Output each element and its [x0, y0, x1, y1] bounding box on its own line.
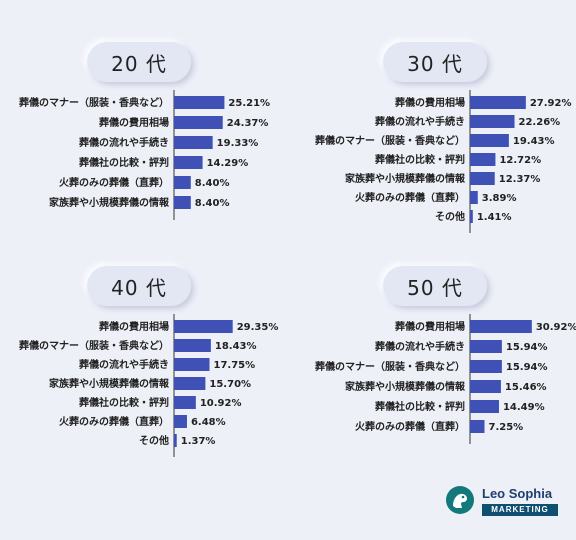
category-label-40s-3: 家族葬や小規模葬儀の情報	[49, 377, 170, 390]
value-label-40s-2: 17.75%	[214, 360, 256, 371]
value-label-30s-0: 27.92%	[530, 98, 572, 109]
category-label-40s-1: 葬儀のマナー（服装・香典など）	[19, 339, 169, 352]
category-label-30s-0: 葬儀の費用相場	[395, 96, 465, 109]
chart-title-40s: 40 代	[87, 266, 191, 306]
bar-50s-5	[470, 420, 485, 433]
category-label-40s-0: 葬儀の費用相場	[99, 320, 169, 333]
category-label-20s-1: 葬儀の費用相場	[99, 116, 169, 129]
category-label-40s-5: 火葬のみの葬儀（直葬）	[59, 415, 169, 428]
chart-title-20s: 20 代	[87, 42, 191, 82]
bar-30s-5	[470, 191, 478, 204]
category-label-50s-4: 葬儀社の比較・評判	[375, 400, 465, 413]
category-label-20s-5: 家族葬や小規模葬儀の情報	[49, 196, 170, 209]
value-label-40s-1: 18.43%	[215, 341, 257, 352]
bar-20s-5	[174, 196, 191, 209]
bar-30s-1	[470, 115, 515, 128]
bar-50s-3	[470, 380, 501, 393]
bar-50s-1	[470, 340, 502, 353]
bar-20s-4	[174, 176, 191, 189]
value-label-30s-6: 1.41%	[477, 212, 512, 223]
category-label-30s-6: その他	[435, 210, 465, 223]
value-label-50s-3: 15.46%	[505, 382, 547, 393]
value-label-20s-0: 25.21%	[228, 98, 270, 109]
value-label-40s-5: 6.48%	[191, 417, 226, 428]
bar-30s-6	[470, 210, 473, 223]
value-label-30s-1: 22.26%	[519, 117, 561, 128]
bar-40s-6	[174, 434, 177, 447]
category-label-50s-3: 家族葬や小規模葬儀の情報	[345, 380, 466, 393]
bar-20s-1	[174, 116, 223, 129]
category-label-20s-0: 葬儀のマナー（服装・香典など）	[19, 96, 169, 109]
value-label-40s-6: 1.37%	[181, 436, 216, 447]
bar-50s-2	[470, 360, 502, 373]
category-label-50s-5: 火葬のみの葬儀（直葬）	[355, 420, 465, 433]
category-label-30s-2: 葬儀のマナー（服装・香典など）	[315, 134, 465, 147]
chart-panel-20s: 20 代 葬儀のマナー（服装・香典など） 25.21% 葬儀の費用相場 24.37% 葬…	[4, 42, 274, 277]
category-label-50s-2: 葬儀のマナー（服装・香典など）	[315, 360, 465, 373]
value-label-50s-4: 14.49%	[503, 402, 545, 413]
bar-40s-4	[174, 396, 196, 409]
chart-panel-40s: 40 代 葬儀の費用相場 29.35% 葬儀のマナー（服装・香典など） 18.43% 葬…	[4, 266, 278, 501]
bar-20s-3	[174, 156, 203, 169]
leo-sophia-logo: Leo Sophia MARKETING	[446, 486, 558, 520]
bar-chart-50s: 葬儀の費用相場 30.92% 葬儀の流れや手続き 15.94% 葬儀のマナー（服装・香典…	[315, 314, 576, 444]
bar-chart-40s: 葬儀の費用相場 29.35% 葬儀のマナー（服装・香典など） 18.43% 葬儀の流れや…	[19, 314, 278, 457]
category-label-50s-1: 葬儀の流れや手続き	[375, 340, 465, 353]
value-label-40s-3: 15.70%	[209, 379, 251, 390]
bar-chart-30s: 葬儀の費用相場 27.92% 葬儀の流れや手続き 22.26% 葬儀のマナー（服装・香典…	[315, 90, 572, 233]
bar-30s-0	[470, 96, 526, 109]
leo-sophia-logo-icon	[446, 486, 474, 514]
value-label-40s-0: 29.35%	[237, 322, 279, 333]
bar-40s-5	[174, 415, 187, 428]
value-label-20s-5: 8.40%	[195, 198, 230, 209]
value-label-30s-5: 3.89%	[482, 193, 517, 204]
category-label-40s-2: 葬儀の流れや手続き	[79, 358, 169, 371]
value-label-50s-2: 15.94%	[506, 362, 548, 373]
value-label-50s-1: 15.94%	[506, 342, 548, 353]
bar-40s-1	[174, 339, 211, 352]
value-label-20s-2: 19.33%	[217, 138, 259, 149]
value-label-30s-2: 19.43%	[513, 136, 555, 147]
value-label-30s-4: 12.37%	[499, 174, 541, 185]
chart-title-50s: 50 代	[383, 266, 487, 306]
chart-panel-50s: 50 代 葬儀の費用相場 30.92% 葬儀の流れや手続き 15.94% 葬儀のマナー（…	[300, 266, 576, 501]
bar-40s-2	[174, 358, 210, 371]
chart-title-30s: 30 代	[383, 42, 487, 82]
bar-50s-0	[470, 320, 532, 333]
category-label-20s-2: 葬儀の流れや手続き	[79, 136, 169, 149]
bar-30s-2	[470, 134, 509, 147]
brand-name: Leo Sophia	[482, 486, 553, 501]
value-label-30s-3: 12.72%	[499, 155, 541, 166]
category-label-30s-1: 葬儀の流れや手続き	[375, 115, 465, 128]
category-label-50s-0: 葬儀の費用相場	[395, 320, 465, 333]
value-label-50s-5: 7.25%	[489, 422, 524, 433]
bar-50s-4	[470, 400, 499, 413]
category-label-20s-3: 葬儀社の比較・評判	[79, 156, 169, 169]
value-label-50s-0: 30.92%	[536, 322, 576, 333]
bar-30s-4	[470, 172, 495, 185]
bar-20s-2	[174, 136, 213, 149]
value-label-40s-4: 10.92%	[200, 398, 242, 409]
value-label-20s-3: 14.29%	[207, 158, 249, 169]
bar-chart-20s: 葬儀のマナー（服装・香典など） 25.21% 葬儀の費用相場 24.37% 葬儀の流れや…	[19, 90, 270, 220]
category-label-30s-3: 葬儀社の比較・評判	[375, 153, 465, 166]
bar-20s-0	[174, 96, 225, 109]
bar-40s-3	[174, 377, 206, 390]
value-label-20s-4: 8.40%	[195, 178, 230, 189]
chart-panel-30s: 30 代 葬儀の費用相場 27.92% 葬儀の流れや手続き 22.26% 葬儀のマナー（…	[300, 42, 572, 277]
bar-40s-0	[174, 320, 233, 333]
value-label-20s-1: 24.37%	[227, 118, 269, 129]
bar-30s-3	[470, 153, 496, 166]
category-label-40s-6: その他	[139, 434, 169, 447]
brand-tagline: MARKETING	[482, 504, 558, 516]
category-label-20s-4: 火葬のみの葬儀（直葬）	[59, 176, 169, 189]
category-label-30s-5: 火葬のみの葬儀（直葬）	[355, 191, 465, 204]
category-label-40s-4: 葬儀社の比較・評判	[79, 396, 169, 409]
category-label-30s-4: 家族葬や小規模葬儀の情報	[345, 172, 466, 185]
